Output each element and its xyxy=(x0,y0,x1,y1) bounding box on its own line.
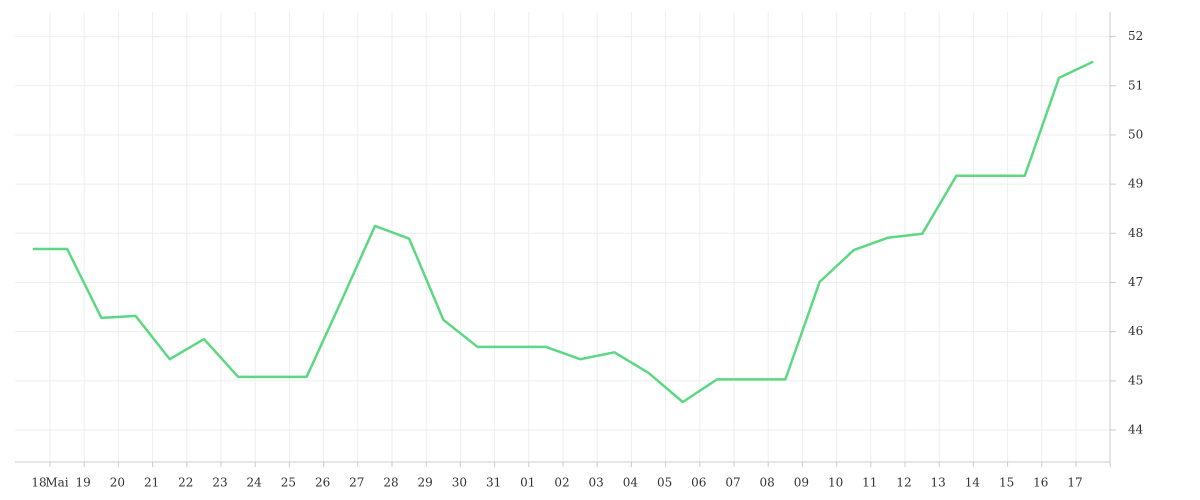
x-tick-label: 15 xyxy=(999,476,1014,490)
x-tick-label: 24 xyxy=(247,476,263,490)
x-tick-label: 21 xyxy=(144,476,159,490)
x-tick-label: 29 xyxy=(418,476,433,490)
y-tick-label: 44 xyxy=(1128,423,1144,437)
x-tick-label: 25 xyxy=(281,476,296,490)
line xyxy=(33,60,1094,404)
x-tick-label: 05 xyxy=(657,476,672,490)
y-tick-label: 46 xyxy=(1128,324,1143,338)
x-tick-label: 22 xyxy=(178,476,193,490)
x-tick-label: 01 xyxy=(520,476,535,490)
x-tick-label: 09 xyxy=(794,476,809,490)
x-tick-label: 31 xyxy=(486,476,501,490)
x-tick-label: 08 xyxy=(760,476,775,490)
x-tick-label: 16 xyxy=(1033,476,1048,490)
x-tick-label: 10 xyxy=(828,476,843,490)
y-tick-label: 49 xyxy=(1128,177,1143,191)
y-tick-label: 48 xyxy=(1128,226,1143,240)
x-tick-label: 14 xyxy=(965,476,981,490)
x-tick-label: 23 xyxy=(212,476,227,490)
y-tick-label: 51 xyxy=(1128,78,1143,92)
x-tick-label: Mai xyxy=(45,476,68,490)
x-tick-label: 18 xyxy=(31,476,46,490)
y-tick-label: 50 xyxy=(1128,127,1143,141)
x-tick-label: 02 xyxy=(554,476,569,490)
x-tick-label: 06 xyxy=(691,476,706,490)
x-tick-label: 20 xyxy=(110,476,125,490)
y-tick-label: 47 xyxy=(1128,275,1143,289)
x-tick-label: 30 xyxy=(452,476,467,490)
x-tick-label: 26 xyxy=(315,476,330,490)
x-tick-label: 19 xyxy=(76,476,91,490)
x-tick-label: 28 xyxy=(383,476,398,490)
y-tick-label: 52 xyxy=(1128,29,1143,43)
x-tick-label: 03 xyxy=(589,476,604,490)
y-tick-label: 45 xyxy=(1128,373,1143,387)
x-tick-label: 12 xyxy=(896,476,911,490)
x-tick-label: 07 xyxy=(725,476,740,490)
x-tick-label: 13 xyxy=(931,476,946,490)
x-tick-label: 04 xyxy=(623,476,639,490)
x-tick-label: 27 xyxy=(349,476,364,490)
x-tick-label: 17 xyxy=(1067,476,1082,490)
x-tick-label: 11 xyxy=(862,476,877,490)
